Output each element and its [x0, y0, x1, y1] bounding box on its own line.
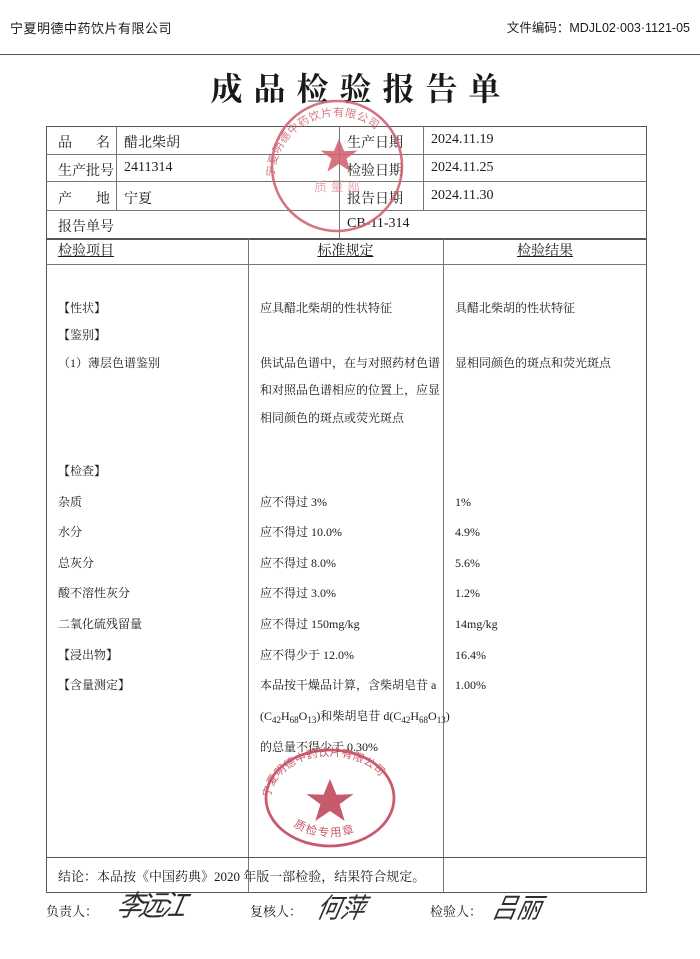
svg-text:质检专用章: 质检专用章 — [291, 816, 357, 841]
svg-text:质量部: 质量部 — [314, 176, 364, 195]
svg-text:宁夏明德中药饮片有限公司: 宁夏明德中药饮片有限公司 — [260, 744, 389, 799]
svg-text:宁夏明德中药饮片有限公司: 宁夏明德中药饮片有限公司 — [266, 104, 383, 178]
